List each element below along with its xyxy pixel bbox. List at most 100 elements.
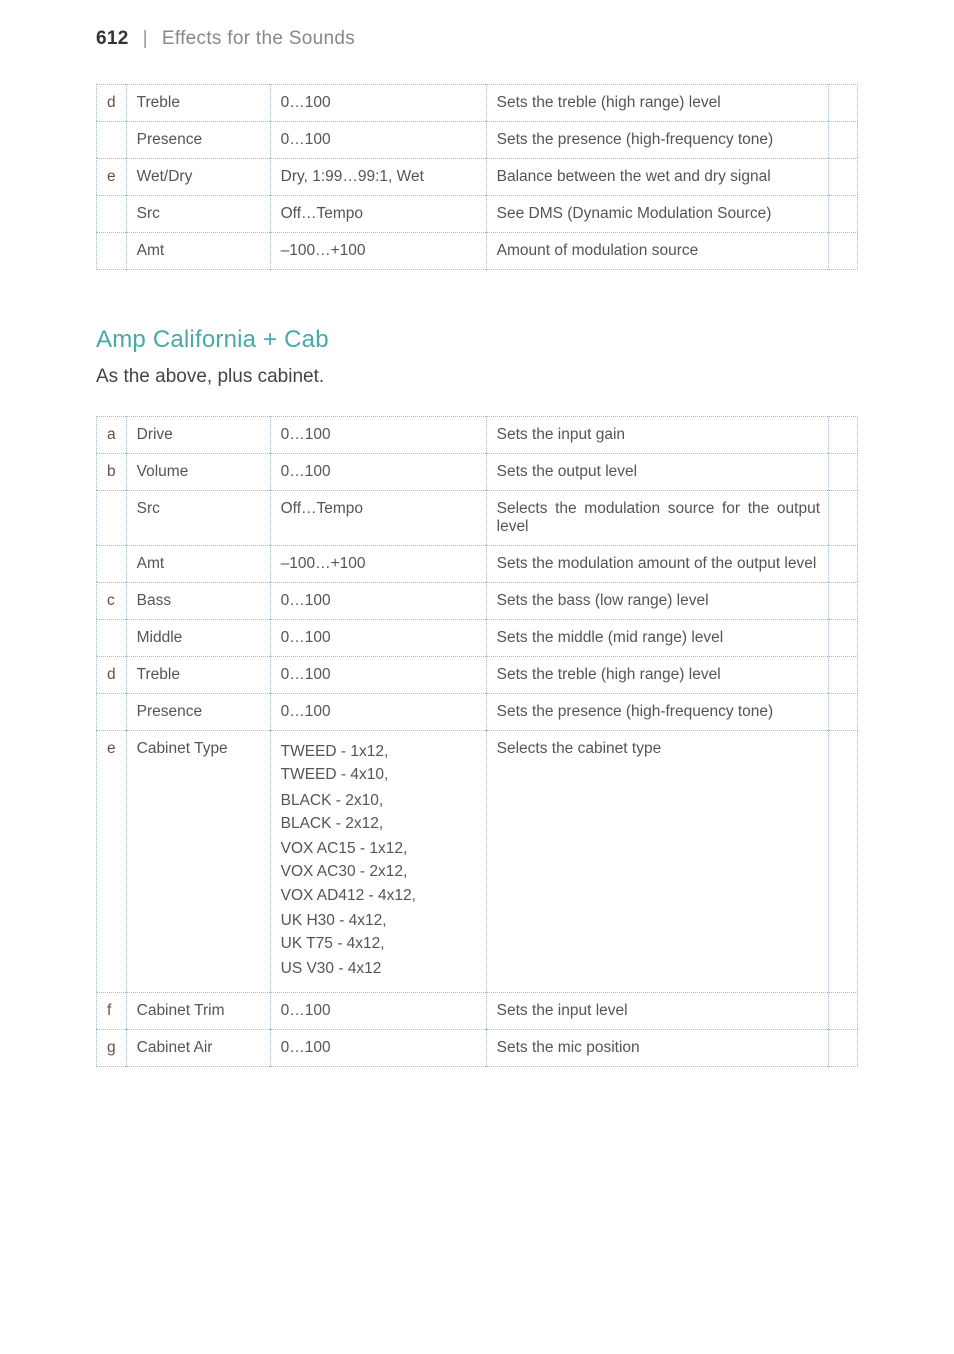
section-subtitle: As the above, plus cabinet. (96, 366, 858, 388)
param-description: Amount of modulation source (486, 232, 828, 270)
table-row: SrcOff…TempoSelects the modulation sourc… (96, 490, 858, 545)
row-letter (96, 195, 126, 232)
param-description: Sets the treble (high range) level (486, 84, 828, 121)
cabinet-option: VOX AC15 - 1x12, (281, 837, 476, 860)
cabinet-type-list: TWEED - 1x12,TWEED - 4x10,BLACK - 2x10,B… (281, 740, 476, 981)
param-description: Sets the presence (high-frequency tone) (486, 121, 828, 158)
param-range: 0…100 (270, 693, 486, 730)
row-letter (96, 693, 126, 730)
param-name: Cabinet Type (126, 730, 270, 992)
param-description: Sets the input gain (486, 416, 828, 453)
param-name: Middle (126, 619, 270, 656)
param-range: Off…Tempo (270, 195, 486, 232)
row-letter (96, 619, 126, 656)
param-range: 0…100 (270, 121, 486, 158)
cabinet-option: UK T75 - 4x12, (281, 932, 476, 955)
param-description: Sets the presence (high-frequency tone) (486, 693, 828, 730)
row-end-spacer (828, 195, 858, 232)
row-end-spacer (828, 1029, 858, 1067)
page-number: 612 (96, 28, 129, 50)
table-row: Middle0…100Sets the middle (mid range) l… (96, 619, 858, 656)
cabinet-group: BLACK - 2x10,BLACK - 2x12, (281, 789, 476, 836)
cabinet-option: TWEED - 4x10, (281, 763, 476, 786)
row-letter (96, 490, 126, 545)
param-description: Sets the middle (mid range) level (486, 619, 828, 656)
cabinet-group: UK H30 - 4x12,UK T75 - 4x12, (281, 909, 476, 956)
cabinet-option: BLACK - 2x12, (281, 812, 476, 835)
row-end-spacer (828, 992, 858, 1029)
param-name: Bass (126, 582, 270, 619)
param-name: Presence (126, 693, 270, 730)
param-description: Sets the treble (high range) level (486, 656, 828, 693)
row-letter: g (96, 1029, 126, 1067)
parameters-table-2: aDrive0…100Sets the input gainbVolume0…1… (96, 416, 858, 1067)
param-name: Src (126, 195, 270, 232)
table-row: cBass0…100Sets the bass (low range) leve… (96, 582, 858, 619)
cabinet-group: VOX AC15 - 1x12,VOX AC30 - 2x12,VOX AD41… (281, 837, 476, 907)
param-range: Off…Tempo (270, 490, 486, 545)
param-name: Treble (126, 84, 270, 121)
parameters-table-1: dTreble0…100Sets the treble (high range)… (96, 84, 858, 270)
table-row: Amt–100…+100Sets the modulation amount o… (96, 545, 858, 582)
param-range: –100…+100 (270, 232, 486, 270)
page-section-title: Effects for the Sounds (162, 28, 355, 50)
param-range: 0…100 (270, 582, 486, 619)
row-letter (96, 121, 126, 158)
cabinet-option: BLACK - 2x10, (281, 789, 476, 812)
table-row: dTreble0…100Sets the treble (high range)… (96, 84, 858, 121)
table-row: eCabinet TypeTWEED - 1x12,TWEED - 4x10,B… (96, 730, 858, 992)
row-end-spacer (828, 730, 858, 992)
table-row: bVolume0…100Sets the output level (96, 453, 858, 490)
param-name: Src (126, 490, 270, 545)
param-range: 0…100 (270, 619, 486, 656)
row-end-spacer (828, 656, 858, 693)
row-end-spacer (828, 453, 858, 490)
param-range: 0…100 (270, 1029, 486, 1067)
cabinet-group: TWEED - 1x12,TWEED - 4x10, (281, 740, 476, 787)
param-description: Selects the cabinet type (486, 730, 828, 992)
cabinet-option: VOX AD412 - 4x12, (281, 884, 476, 907)
param-description: Sets the modulation amount of the output… (486, 545, 828, 582)
row-letter: d (96, 656, 126, 693)
table-row: aDrive0…100Sets the input gain (96, 416, 858, 453)
row-letter: f (96, 992, 126, 1029)
param-name: Cabinet Trim (126, 992, 270, 1029)
row-letter (96, 545, 126, 582)
param-name: Presence (126, 121, 270, 158)
param-description: Sets the input level (486, 992, 828, 1029)
param-range: 0…100 (270, 656, 486, 693)
param-range: 0…100 (270, 84, 486, 121)
cabinet-group: US V30 - 4x12 (281, 957, 476, 980)
param-range: 0…100 (270, 992, 486, 1029)
row-letter: d (96, 84, 126, 121)
param-description: Sets the bass (low range) level (486, 582, 828, 619)
param-description: See DMS (Dynamic Modulation Source) (486, 195, 828, 232)
table-row: Presence0…100Sets the presence (high-fre… (96, 121, 858, 158)
cabinet-option: VOX AC30 - 2x12, (281, 860, 476, 883)
param-name: Treble (126, 656, 270, 693)
cabinet-option: US V30 - 4x12 (281, 957, 476, 980)
row-letter: b (96, 453, 126, 490)
row-letter: c (96, 582, 126, 619)
param-name: Wet/Dry (126, 158, 270, 195)
row-end-spacer (828, 582, 858, 619)
param-name: Cabinet Air (126, 1029, 270, 1067)
table-row: Amt–100…+100Amount of modulation source (96, 232, 858, 270)
page-header: 612 | Effects for the Sounds (96, 28, 858, 50)
param-description: Sets the output level (486, 453, 828, 490)
param-range: 0…100 (270, 453, 486, 490)
section-heading: Amp California + Cab (96, 326, 858, 354)
param-description: Balance between the wet and dry signal (486, 158, 828, 195)
row-end-spacer (828, 693, 858, 730)
param-description: Sets the mic position (486, 1029, 828, 1067)
row-end-spacer (828, 232, 858, 270)
param-range: Dry, 1:99…99:1, Wet (270, 158, 486, 195)
param-name: Amt (126, 545, 270, 582)
param-range: 0…100 (270, 416, 486, 453)
row-end-spacer (828, 490, 858, 545)
row-end-spacer (828, 121, 858, 158)
table-row: SrcOff…TempoSee DMS (Dynamic Modulation … (96, 195, 858, 232)
row-end-spacer (828, 416, 858, 453)
table-row: eWet/DryDry, 1:99…99:1, WetBalance betwe… (96, 158, 858, 195)
table-row: gCabinet Air0…100Sets the mic position (96, 1029, 858, 1067)
